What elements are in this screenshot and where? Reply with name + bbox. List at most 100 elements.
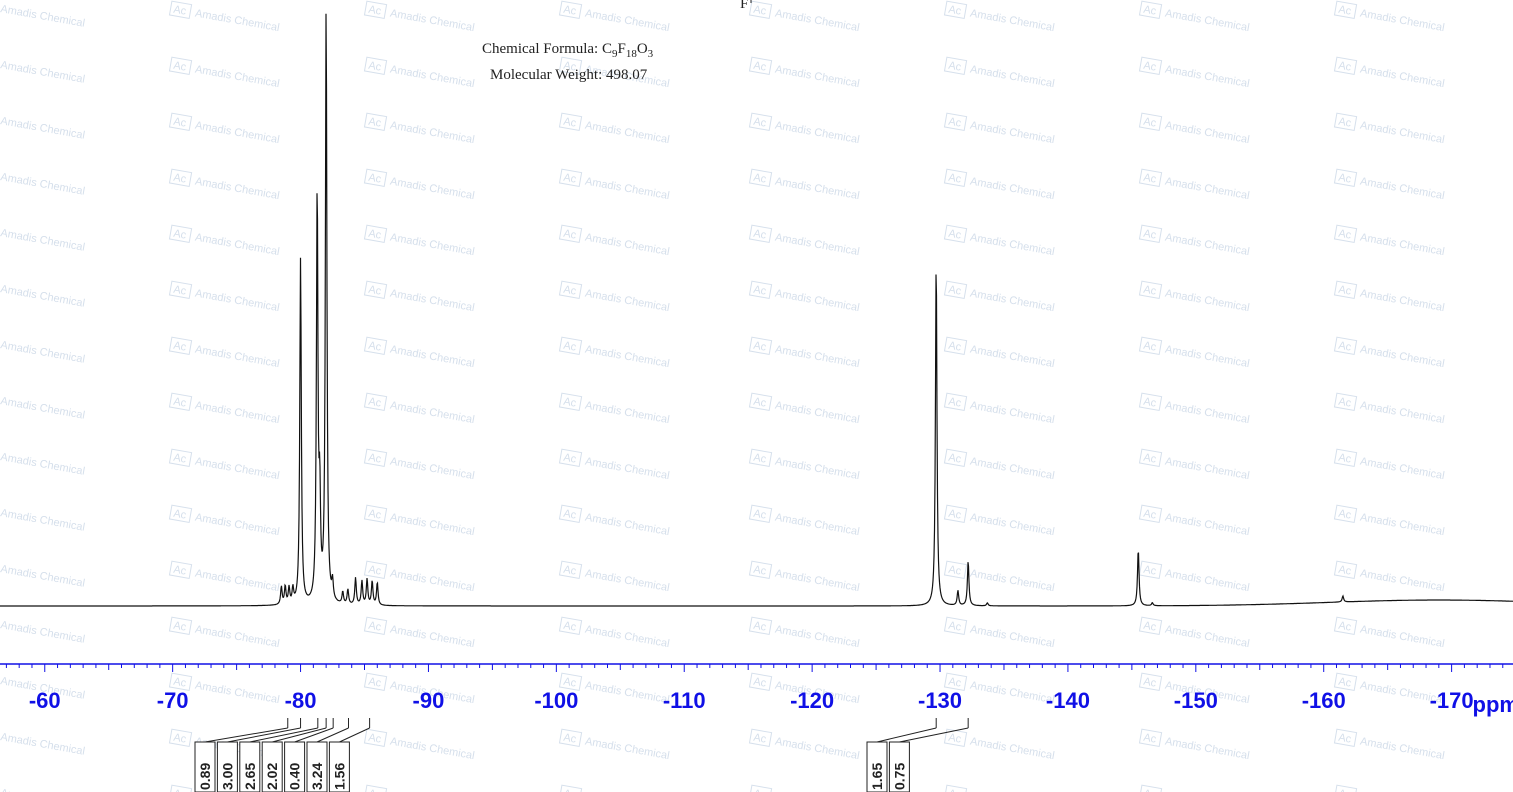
watermark-text: Amadis Chemical bbox=[774, 623, 860, 650]
x-tick-label: -90 bbox=[413, 688, 445, 713]
watermark: Ac Amadis Chemical bbox=[363, 224, 475, 258]
watermark-text: Amadis Chemical bbox=[1164, 511, 1250, 538]
watermark: Ac Amadis Chemical bbox=[748, 504, 860, 538]
watermark-text: Amadis Chemical bbox=[1359, 7, 1445, 34]
watermark-logo-text: Ac bbox=[1337, 228, 1352, 242]
watermark: Ac Amadis Chemical bbox=[1138, 448, 1250, 482]
watermark-logo-text: Ac bbox=[562, 452, 577, 466]
watermark-text: Amadis Chemical bbox=[774, 567, 860, 594]
watermark-text: Amadis Chemical bbox=[969, 119, 1055, 146]
watermark-logo-text: Ac bbox=[1142, 452, 1157, 466]
watermark-logo-box bbox=[363, 336, 388, 356]
watermark-logo-box bbox=[558, 56, 583, 76]
watermark: Amadis Chemical bbox=[0, 227, 86, 254]
watermark-logo-text: Ac bbox=[1142, 4, 1157, 18]
watermark: Ac Amadis Chemical bbox=[168, 168, 280, 202]
watermark-logo-box bbox=[1333, 392, 1358, 412]
watermark-text: Amadis Chemical bbox=[1164, 119, 1250, 146]
watermark-logo-text: Ac bbox=[172, 788, 187, 792]
integral: 0.89 bbox=[194, 718, 289, 792]
watermark-text: Amadis Chemical bbox=[969, 679, 1055, 706]
watermark-text: Amadis Chemical bbox=[194, 287, 280, 314]
watermark-text: Amadis Chemical bbox=[774, 175, 860, 202]
watermark: Ac Amadis Chemical bbox=[1333, 336, 1445, 370]
watermark-logo-box bbox=[168, 784, 193, 792]
watermark: Ac Amadis Chemical bbox=[363, 336, 475, 370]
watermark-text: Amadis Chemical bbox=[969, 623, 1055, 650]
watermark-logo-box bbox=[363, 112, 388, 132]
integral-annotations: 0.89 3.00 2.65 2.02 0.40 3.24 1.56 1.65 0.75 bbox=[194, 718, 969, 792]
watermark-logo-text: Ac bbox=[367, 788, 382, 792]
watermark-logo-text: Ac bbox=[367, 508, 382, 522]
watermark-logo-text: Ac bbox=[562, 396, 577, 410]
watermark-logo-text: Ac bbox=[562, 4, 577, 18]
integral-value: 0.40 bbox=[287, 763, 303, 790]
watermark-logo-text: Ac bbox=[562, 508, 577, 522]
watermark-logo-text: Ac bbox=[1142, 620, 1157, 634]
integral-value: 3.00 bbox=[219, 763, 235, 790]
watermark-logo-box bbox=[1333, 336, 1358, 356]
watermark-text: Amadis Chemical bbox=[194, 7, 280, 34]
watermark-text: Amadis Chemical bbox=[584, 343, 670, 370]
watermark-logo-text: Ac bbox=[1337, 116, 1352, 130]
watermark-text: Amadis Chemical bbox=[584, 511, 670, 538]
watermark-logo-text: Ac bbox=[562, 116, 577, 130]
watermark-logo-text: Ac bbox=[172, 284, 187, 298]
watermark-text: Amadis Chemical bbox=[969, 343, 1055, 370]
watermark: Ac Amadis Chemical bbox=[558, 560, 670, 594]
watermark-logo-text: Ac bbox=[1142, 340, 1157, 354]
watermark: Ac Amadis Chemical bbox=[558, 0, 670, 34]
watermark-logo-box bbox=[558, 672, 583, 692]
watermark-logo-text: Ac bbox=[752, 228, 767, 242]
watermark-text: Amadis Chemical bbox=[0, 451, 86, 478]
watermark-logo-text: Ac bbox=[752, 4, 767, 18]
watermark-logo-box bbox=[748, 0, 773, 20]
x-tick-label: -120 bbox=[790, 688, 834, 713]
watermark-text: Amadis Chemical bbox=[194, 175, 280, 202]
watermark-logo-text: Ac bbox=[1142, 508, 1157, 522]
watermark: Ac Amadis Chemical bbox=[558, 392, 670, 426]
watermark-text: Amadis Chemical bbox=[389, 735, 475, 762]
watermark-logo-box bbox=[748, 168, 773, 188]
watermark-text: Amadis Chemical bbox=[1164, 287, 1250, 314]
watermark-text: Amadis Chemical bbox=[1359, 399, 1445, 426]
integral-box bbox=[239, 741, 261, 792]
watermark: Ac Amadis Chemical bbox=[363, 280, 475, 314]
watermark-text: Amadis Chemical bbox=[1164, 623, 1250, 650]
watermark-logo-box bbox=[1138, 504, 1163, 524]
watermark-logo-text: Ac bbox=[1337, 732, 1352, 746]
watermark-text: Amadis Chemical bbox=[0, 395, 86, 422]
integral-value: 0.75 bbox=[891, 763, 907, 790]
watermark-logo-text: Ac bbox=[1142, 564, 1157, 578]
watermark: Amadis Chemical bbox=[0, 619, 86, 646]
watermark-text: Amadis Chemical bbox=[389, 231, 475, 258]
watermark-logo-box bbox=[1333, 224, 1358, 244]
watermark-logo-box bbox=[558, 0, 583, 20]
watermark-logo-text: Ac bbox=[367, 564, 382, 578]
watermark-logo-text: Ac bbox=[752, 284, 767, 298]
watermark-text: Amadis Chemical bbox=[0, 115, 86, 142]
watermark-logo-box bbox=[1333, 112, 1358, 132]
watermark-logo-box bbox=[748, 56, 773, 76]
watermark: Amadis Chemical bbox=[0, 59, 86, 86]
watermark-logo-text: Ac bbox=[752, 116, 767, 130]
integral: 0.75 bbox=[888, 718, 969, 792]
watermark-logo-box bbox=[558, 616, 583, 636]
watermark-logo-text: Ac bbox=[367, 620, 382, 634]
watermark-logo-text: Ac bbox=[172, 620, 187, 634]
watermark-logo-text: Ac bbox=[172, 452, 187, 466]
watermark: Ac Amadis Chemical bbox=[363, 56, 475, 90]
integral: 1.56 bbox=[328, 718, 371, 792]
watermark-logo-box bbox=[1333, 672, 1358, 692]
watermark-text: Amadis Chemical bbox=[774, 119, 860, 146]
integral-box bbox=[261, 741, 283, 792]
watermark: Ac Amadis Chemical bbox=[1333, 448, 1445, 482]
watermark: Ac Amadis Chemical bbox=[363, 448, 475, 482]
watermark-logo-text: Ac bbox=[752, 452, 767, 466]
watermark-logo-box bbox=[748, 392, 773, 412]
watermark-text: Amadis Chemical bbox=[774, 399, 860, 426]
watermark-logo-text: Ac bbox=[947, 788, 962, 792]
watermark-logo-text: Ac bbox=[367, 172, 382, 186]
watermark-logo-text: Ac bbox=[172, 676, 187, 690]
